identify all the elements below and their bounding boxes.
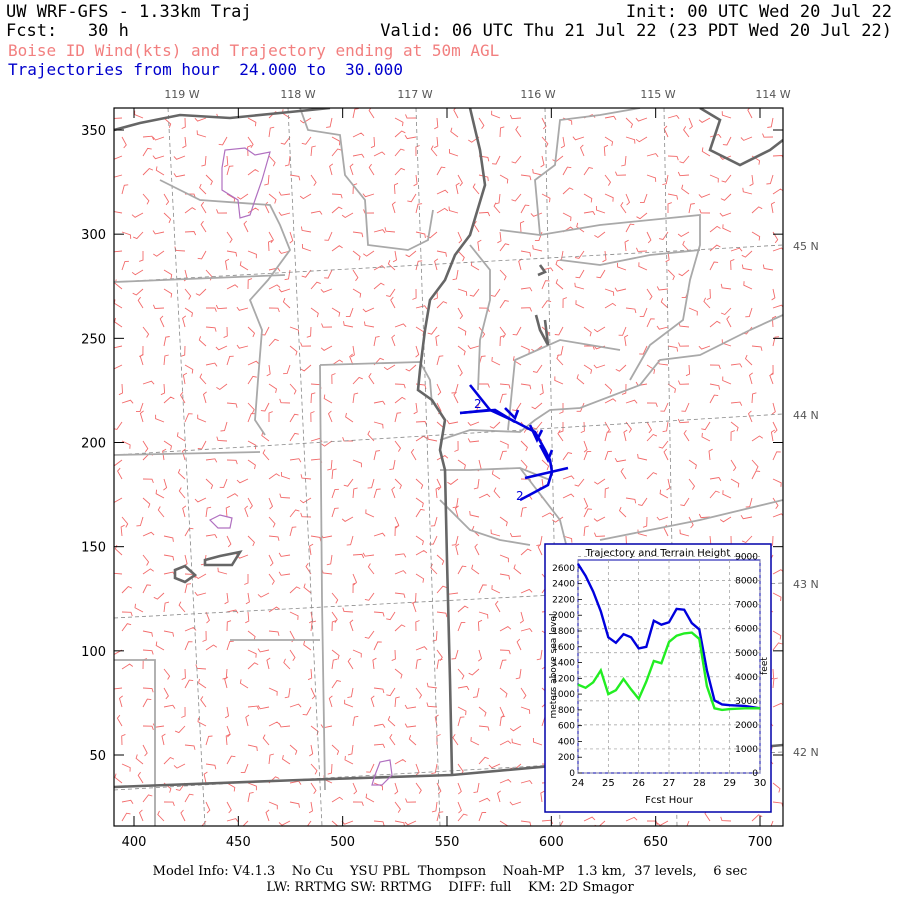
x-tick-label: 550	[435, 835, 460, 850]
y-tick-label: 300	[81, 228, 106, 243]
inset-x-tick-label: 26	[632, 778, 645, 789]
state-county-borders	[114, 108, 783, 826]
inset-right-tick-label: 3000	[735, 697, 758, 707]
y-tick-label: 100	[81, 645, 106, 660]
inset-x-tick-label: 28	[693, 778, 706, 789]
model-info-line2: LW: RRTMG SW: RRTMG DIFF: full KM: 2D Sm…	[266, 880, 634, 895]
y-tick-label: 150	[81, 541, 106, 556]
inset-left-tick-label: 1800	[552, 627, 575, 637]
inset-left-tick-label: 1200	[552, 674, 575, 684]
latitude-label: 43 N	[793, 578, 819, 591]
lakes	[208, 147, 393, 786]
trajectory-marker-end: 2	[516, 489, 524, 503]
map-frame	[113, 107, 784, 827]
inset-x-axis-label: Fcst Hour	[645, 795, 694, 806]
field-description: Boise ID Wind(kts) and Trajectory ending…	[8, 41, 500, 60]
y-axis: 350 300 250 200 150 100 50	[81, 124, 783, 764]
inset-right-tick-label: 1000	[735, 745, 758, 755]
latitude-labels: 45 N 44 N 43 N 42 N	[793, 240, 819, 759]
x-axis: 400 450 500 550 600 650 700	[122, 108, 773, 850]
y-tick-label: 350	[81, 124, 106, 139]
x-tick-label: 400	[122, 835, 147, 850]
trajectory-marker-start: 2	[474, 397, 482, 411]
terrain-height-line	[577, 631, 760, 712]
inset-title: Trajectory and Terrain Height	[585, 548, 731, 559]
inset-right-tick-label: 6000	[735, 625, 758, 635]
inset-left-tick-label: 200	[558, 753, 575, 763]
longitude-label: 116 W	[520, 88, 555, 101]
inset-right-axis-label: feet	[760, 657, 770, 675]
y-tick-label: 50	[89, 749, 106, 764]
x-tick-label: 600	[539, 835, 564, 850]
inset-x-tick-label: 27	[663, 778, 676, 789]
inset-right-tick-label: 9000	[735, 553, 758, 563]
inset-right-tick-label: 4000	[735, 673, 758, 683]
inset-x-tick-label: 30	[754, 778, 767, 789]
inset-right-tick-label: 0	[752, 769, 758, 779]
y-tick-label: 200	[81, 437, 106, 452]
model-title: UW WRF-GFS - 1.33km Traj	[6, 2, 252, 22]
inset-left-tick-label: 2000	[552, 611, 575, 621]
x-tick-label: 500	[330, 835, 355, 850]
longitude-label: 118 W	[280, 88, 315, 101]
trajectory-height-line	[576, 563, 761, 710]
inset-right-tick-label: 7000	[735, 601, 758, 611]
inset-x-tick-label: 25	[602, 778, 615, 789]
inset-left-tick-label: 2200	[552, 595, 575, 605]
inset-right-tick-label: 8000	[735, 577, 758, 587]
valid-time: Valid: 06 UTC Thu 21 Jul 22 (23 PDT Wed …	[380, 21, 892, 41]
inset-left-tick-label: 0	[569, 769, 575, 779]
inset-left-tick-label: 2600	[552, 564, 575, 574]
inset-left-tick-label: 400	[558, 737, 575, 747]
inset-right-tick-label: 5000	[735, 649, 758, 659]
inset-left-tick-label: 800	[558, 706, 575, 716]
init-time: Init: 00 UTC Wed 20 Jul 22	[625, 2, 892, 22]
trajectory-range: Trajectories from hour 24.000 to 30.000	[8, 60, 403, 79]
longitude-label: 119 W	[164, 88, 199, 101]
inset-x-tick-label: 29	[723, 778, 736, 789]
inset-x-tick-label: 24	[572, 778, 585, 789]
longitude-label: 114 W	[755, 88, 790, 101]
trajectory-path	[459, 384, 569, 502]
inset-left-axis-label: meters above sea level	[549, 613, 559, 718]
latitude-label: 45 N	[793, 240, 819, 253]
latitude-label: 44 N	[793, 409, 819, 422]
longitude-labels: 119 W 118 W 117 W 116 W 115 W 114 W	[164, 88, 790, 101]
longitude-label: 115 W	[640, 88, 675, 101]
model-info-line1: Model Info: V4.1.3 No Cu YSU PBL Thompso…	[152, 864, 748, 879]
inset-left-tick-label: 600	[558, 722, 575, 732]
inset-left-tick-label: 1000	[552, 690, 575, 700]
trajectory-terrain-inset: Trajectory and Terrain Height 0 200 400 600…	[544, 543, 772, 813]
inset-left-tick-label: 2400	[552, 580, 575, 590]
longitude-label: 117 W	[397, 88, 432, 101]
forecast-hour: Fcst: 30 h	[6, 21, 129, 41]
x-tick-label: 700	[748, 835, 773, 850]
latitude-label: 42 N	[793, 746, 819, 759]
y-tick-label: 250	[81, 332, 106, 347]
x-tick-label: 650	[643, 835, 668, 850]
inset-left-tick-label: 1600	[552, 643, 575, 653]
inset-left-tick-label: 1400	[552, 659, 575, 669]
inset-right-tick-label: 2000	[735, 721, 758, 731]
x-tick-label: 450	[226, 835, 251, 850]
